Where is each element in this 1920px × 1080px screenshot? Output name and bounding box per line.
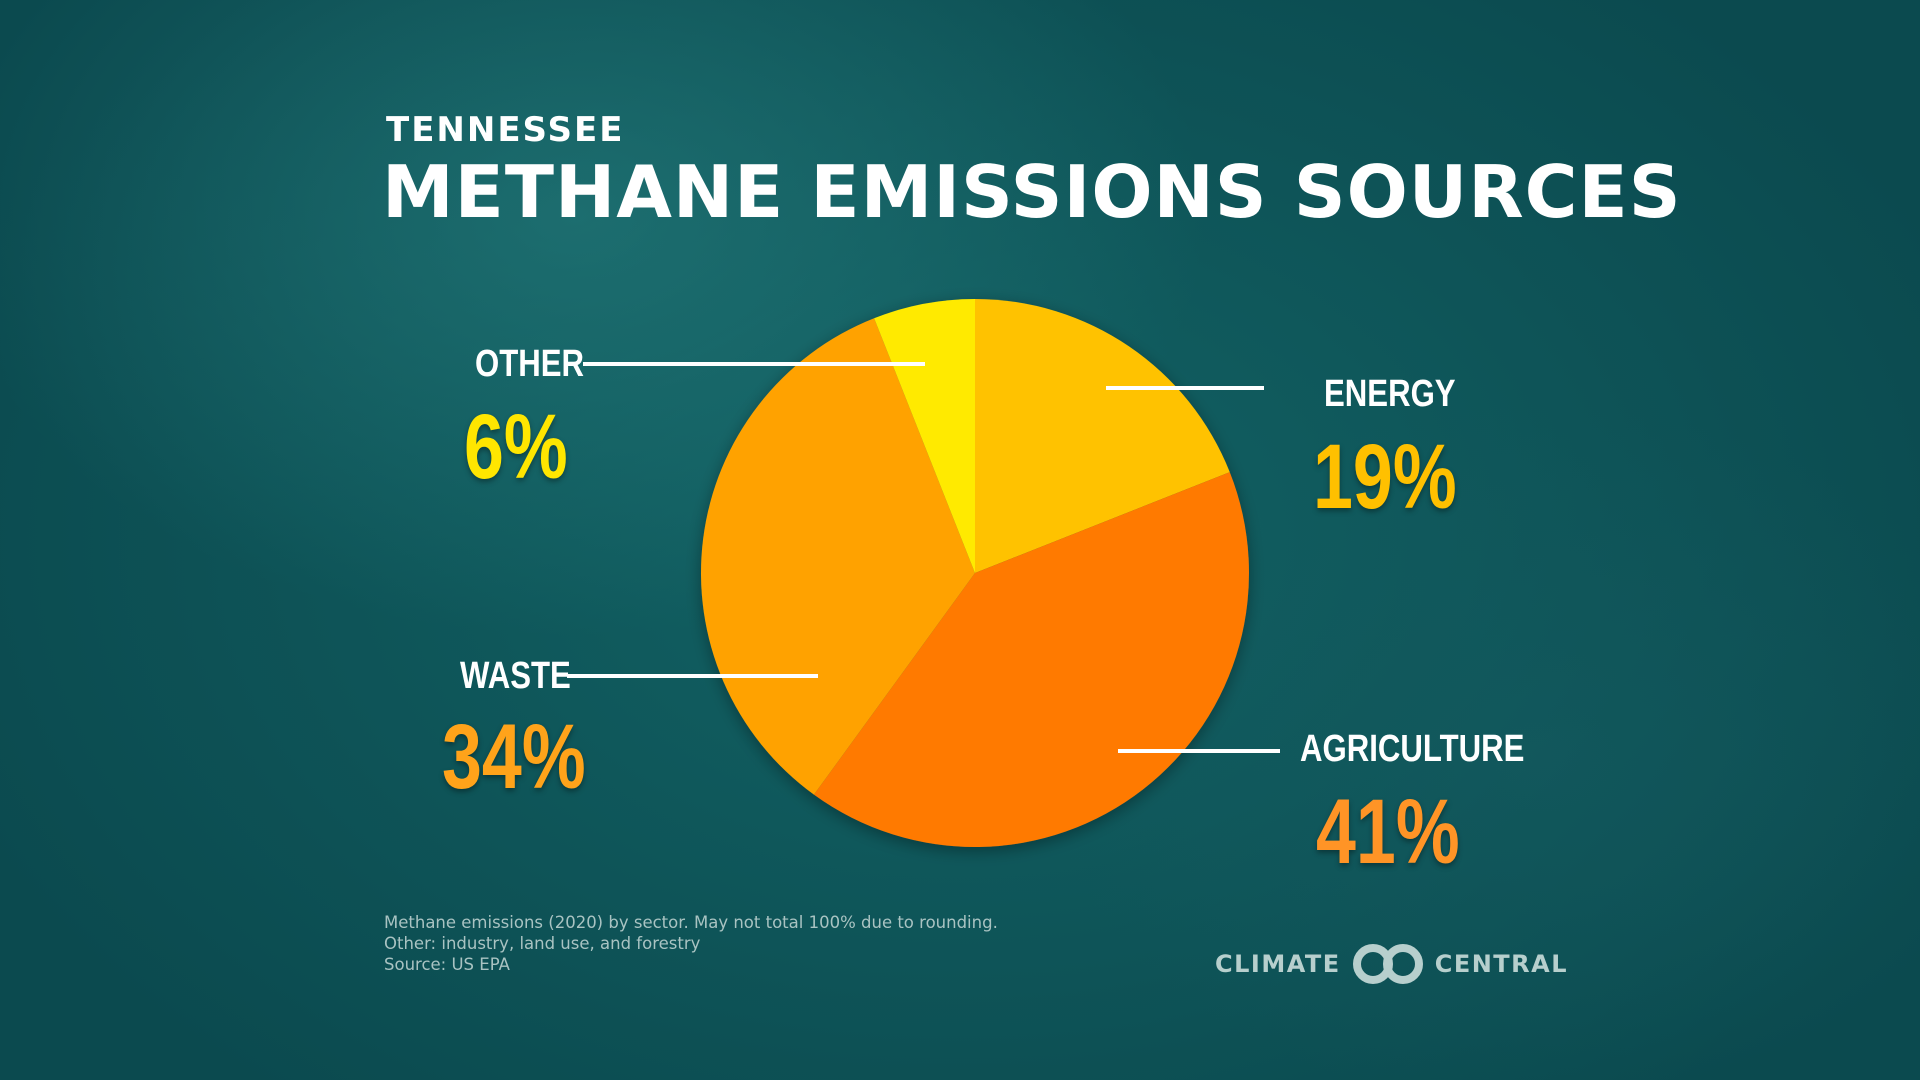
footnote-line: Source: US EPA — [384, 955, 510, 974]
footnotes: Methane emissions (2020) by sector. May … — [384, 912, 998, 975]
chart-title: METHANE EMISSIONS SOURCES — [382, 150, 1682, 234]
logo-text-right: CENTRAL — [1434, 950, 1569, 978]
footnote-line: Methane emissions (2020) by sector. May … — [384, 913, 998, 932]
chart-supertitle: TENNESSEE — [386, 110, 625, 150]
footnote-line: Other: industry, land use, and forestry — [384, 934, 701, 953]
climate-central-logo: CLIMATE CENTRAL — [1215, 944, 1568, 984]
title-block: TENNESSEE METHANE EMISSIONS SOURCES — [382, 110, 1682, 232]
label-other-value: 6% — [464, 396, 568, 498]
linked-rings-icon — [1352, 944, 1423, 984]
label-agriculture-value: 41% — [1316, 781, 1460, 883]
label-other-name: OTHER — [475, 343, 585, 385]
pie-slice-other — [874, 299, 975, 573]
label-waste-name: WASTE — [460, 655, 571, 697]
label-waste-value: 34% — [442, 706, 586, 808]
label-energy-value: 19% — [1313, 426, 1457, 528]
pie-slice-energy — [975, 299, 1230, 573]
pie-slice-agriculture — [813, 472, 1249, 847]
label-energy-name: ENERGY — [1324, 373, 1456, 415]
logo-text-left: CLIMATE — [1215, 950, 1341, 978]
label-agriculture-name: AGRICULTURE — [1300, 728, 1525, 770]
